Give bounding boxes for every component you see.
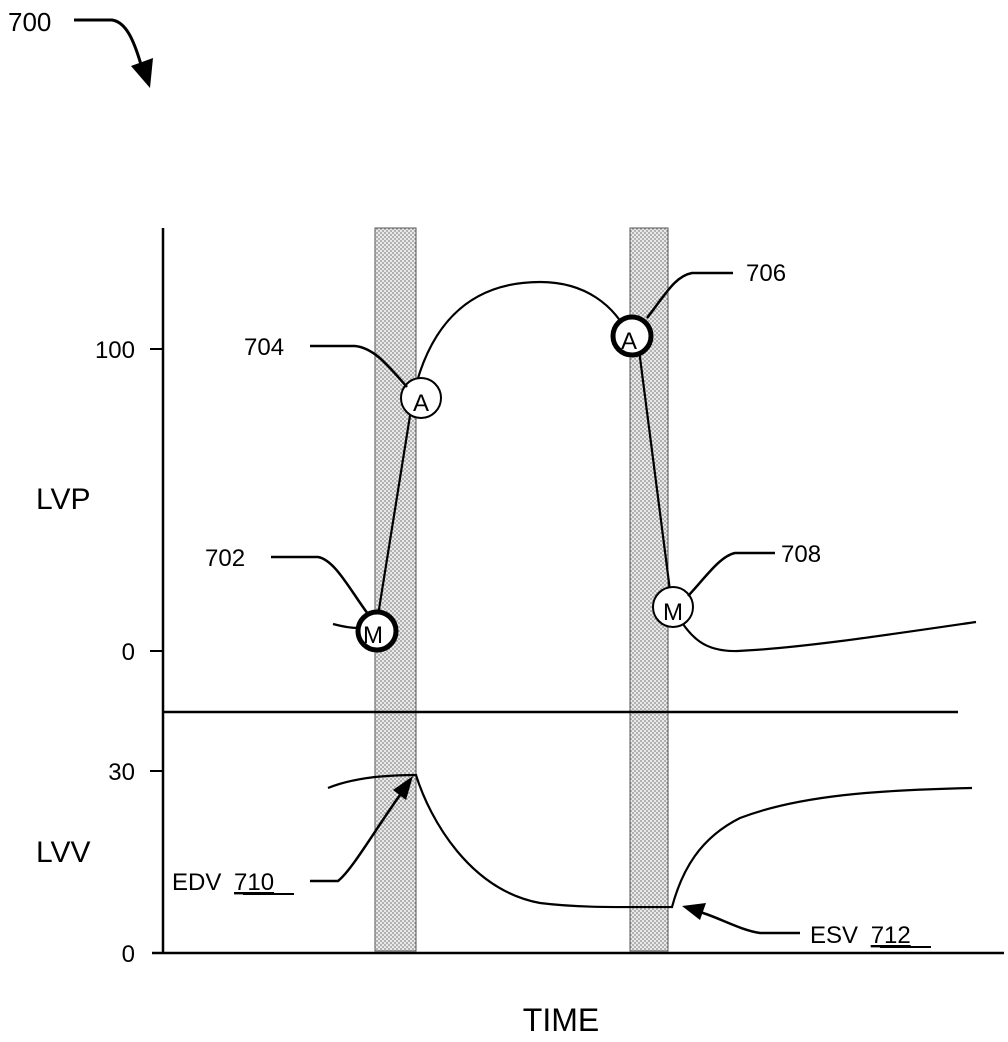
esv-label: ESV 712: [810, 922, 911, 949]
edv-prefix: EDV: [172, 869, 221, 896]
marker-706: A: [613, 317, 651, 355]
tick-label-lvv-0: 0: [122, 941, 135, 968]
figure-ref-label: 700: [8, 7, 51, 37]
marker-702-letter: M: [363, 622, 383, 649]
tick-label-lvp-0: 0: [122, 639, 135, 666]
leader-708: [688, 553, 775, 596]
edv-ref: 710: [234, 869, 274, 896]
marker-706-letter: A: [621, 328, 637, 355]
marker-704-letter: A: [413, 390, 429, 417]
ref-702: 702: [205, 545, 245, 572]
marker-708: M: [653, 587, 693, 627]
edv-label: EDV 710: [172, 869, 274, 896]
tick-label-lvv-30: 30: [108, 759, 135, 786]
lvv-axis-label: LVV: [36, 836, 90, 869]
marker-704: A: [401, 378, 441, 418]
esv-leader: [700, 912, 800, 933]
marker-702: M: [358, 612, 396, 650]
tick-label-lvp-100: 100: [95, 337, 135, 364]
ref-704: 704: [244, 334, 284, 361]
lvp-axis-label: LVP: [36, 483, 90, 516]
leader-702: [271, 557, 368, 614]
esv-prefix: ESV: [810, 922, 858, 949]
esv-ref: 712: [871, 922, 911, 949]
ref-708: 708: [781, 541, 821, 568]
esv-arrowhead: [682, 903, 706, 920]
figure-ref-arrow-line: [74, 20, 142, 68]
marker-708-letter: M: [663, 599, 683, 626]
time-axis-label: TIME: [523, 1002, 599, 1038]
ref-706: 706: [746, 260, 786, 287]
figure-ref-arrowhead: [131, 58, 153, 88]
